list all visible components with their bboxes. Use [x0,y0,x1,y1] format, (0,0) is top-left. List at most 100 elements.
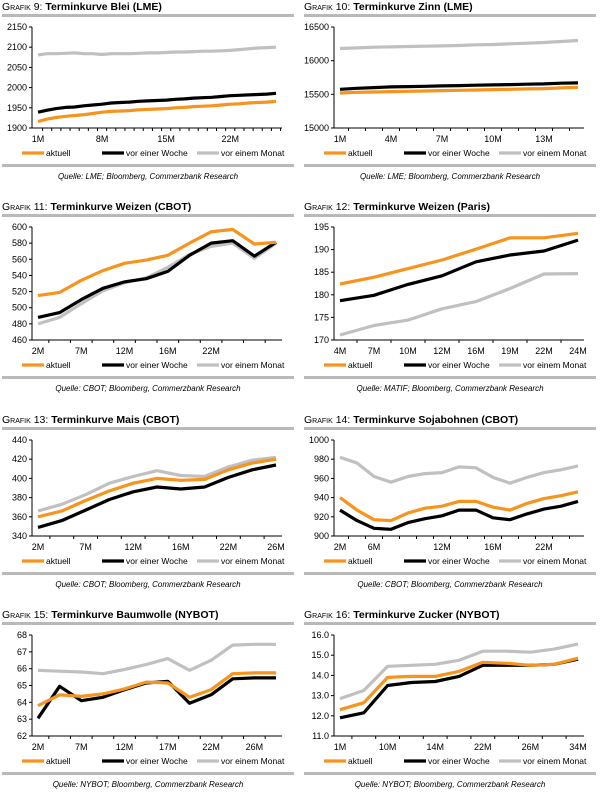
y-tick-label: 64 [17,697,27,707]
divider [304,427,596,430]
y-tick-label: 380 [12,493,27,503]
y-tick-label: 1000 [309,435,329,445]
grafik-number: Grafik 15: [2,609,52,621]
y-tick-label: 180 [314,290,329,300]
x-tick-label: 34M [569,742,587,752]
chart-panel: Grafik 12: Terminkurve Weizen (Paris) 170… [304,200,596,395]
line-chart: 15000 15500 16000 16500 1M 4M 7M 10M 13M aktuell v… [304,22,587,158]
divider [2,772,294,775]
line-chart: 11.0 12.0 13.0 14.0 15.0 16.0 1M 10M 14M 22M 26M 34… [311,630,587,766]
divider [2,622,294,625]
series-line-aktuell [37,671,276,708]
y-tick-label: 940 [314,493,329,503]
legend-label: vor einer Woche [126,360,188,370]
y-tick-label: 560 [12,254,27,264]
divider [304,772,596,775]
chart-title: Grafik 13: Terminkurve Mais (CBOT) [2,413,294,427]
grafik-number: Grafik 14: [304,414,354,426]
legend-label: aktuell [348,756,373,766]
legend-label: vor einer Woche [428,148,490,158]
chart-title: Grafik 11: Terminkurve Weizen (CBOT) [2,200,294,214]
y-tick-label: 1950 [7,103,27,113]
legend-label: vor einem Monat [221,556,285,566]
series-line-vor-einer-Woche [37,463,277,529]
y-tick-label: 400 [12,473,27,483]
y-tick-label: 480 [12,319,27,329]
grafik-number: Grafik 13: [2,414,52,426]
x-tick-label: 10M [484,134,502,144]
x-tick-label: 1M [32,134,45,144]
legend-label: aktuell [46,148,71,158]
legend-label: vor einem Monat [523,756,587,766]
x-tick-label: 13M [535,134,553,144]
x-tick-label: 26M [522,742,540,752]
legend-label: vor einer Woche [428,360,490,370]
legend-label: aktuell [46,756,71,766]
x-tick-label: 24M [569,346,587,356]
chart-title: Grafik 16: Terminkurve Zucker (NYBOT) [304,608,596,622]
divider [304,376,596,379]
y-tick-label: 66 [17,664,27,674]
divider [2,164,294,167]
y-tick-label: 900 [314,531,329,541]
x-tick-label: 22M [535,346,553,356]
series-line-vor-einem-Monat [339,38,579,51]
chart-panel: Grafik 13: Terminkurve Mais (CBOT) 340 360… [2,413,294,591]
legend-label: vor einer Woche [126,556,188,566]
divider [304,622,596,625]
x-tick-label: 22M [220,542,238,552]
legend-label: vor einem Monat [523,360,587,370]
y-tick-label: 2150 [7,22,27,32]
y-tick-label: 16500 [304,22,329,32]
y-tick-label: 15000 [304,123,329,133]
series-line-vor-einer-Woche [37,239,277,319]
y-tick-label: 500 [12,303,27,313]
series-line-vor-einer-Woche [339,499,579,531]
x-tick-label: 12M [124,542,142,552]
x-tick-label: 1M [334,742,347,752]
legend-label: vor einer Woche [428,756,490,766]
line-chart: 900 920 940 960 980 1000 2M 6M 12M 16M 22M aktuell v… [309,435,587,566]
chart-title: Grafik 15: Terminkurve Baumwolle (NYBOT) [2,608,294,622]
series-line-vor-einer-Woche [339,238,579,303]
y-tick-label: 15.0 [311,650,329,660]
series-line-aktuell [339,490,579,523]
chart-panel: Grafik 10: Terminkurve Zinn (LME) 15000 15… [304,0,596,183]
x-tick-label: 14M [426,742,444,752]
series-line-vor-einem-Monat [339,272,579,337]
y-tick-label: 340 [12,531,27,541]
y-tick-label: 16.0 [311,630,329,640]
y-tick-label: 175 [314,312,329,322]
x-tick-label: 22M [202,346,220,356]
source-note: Quelle: LME; Bloomberg, Commerzbank Rese… [57,172,239,181]
line-chart: 170 175 180 185 190 195 4M 7M 10M 12M 16M 19M 22M 24M… [314,222,587,370]
legend-label: vor einem Monat [221,756,285,766]
x-tick-label: 16M [484,542,502,552]
legend-label: aktuell [46,360,71,370]
divider [304,14,596,17]
y-tick-label: 68 [17,630,27,640]
chart-panel: Grafik 15: Terminkurve Baumwolle (NYBOT)… [2,608,294,791]
chart-title: Grafik 9: Terminkurve Blei (LME) [2,0,294,14]
chart-panel: Grafik 11: Terminkurve Weizen (CBOT) 460 4… [2,200,294,395]
x-tick-label: 7M [75,742,88,752]
source-note: Quelle: CBOT; Bloomberg, Commerzbank Res… [357,580,543,589]
legend-label: vor einer Woche [126,148,188,158]
x-tick-label: 16M [159,346,177,356]
y-tick-label: 460 [12,335,27,345]
y-tick-label: 540 [12,270,27,280]
x-tick-label: 1M [334,134,347,144]
series-line-vor-einem-Monat [37,642,276,676]
series-line-vor-einem-Monat [339,455,579,485]
series-line-vor-einem-Monat [37,241,277,326]
x-tick-label: 17M [159,742,177,752]
y-tick-label: 2100 [7,42,27,52]
y-tick-label: 12.0 [311,711,329,721]
y-tick-label: 440 [12,435,27,445]
x-tick-label: 2M [32,542,45,552]
source-note: Quelle: NYBOT; Bloomberg, Commerzbank Re… [354,780,546,789]
source-note: Quelle: MATIF; Bloomberg, Commerzbank Re… [356,384,544,393]
x-tick-label: 10M [379,742,397,752]
chart-title: Grafik 14: Terminkurve Sojabohnen (CBOT) [304,413,596,427]
y-tick-label: 63 [17,714,27,724]
